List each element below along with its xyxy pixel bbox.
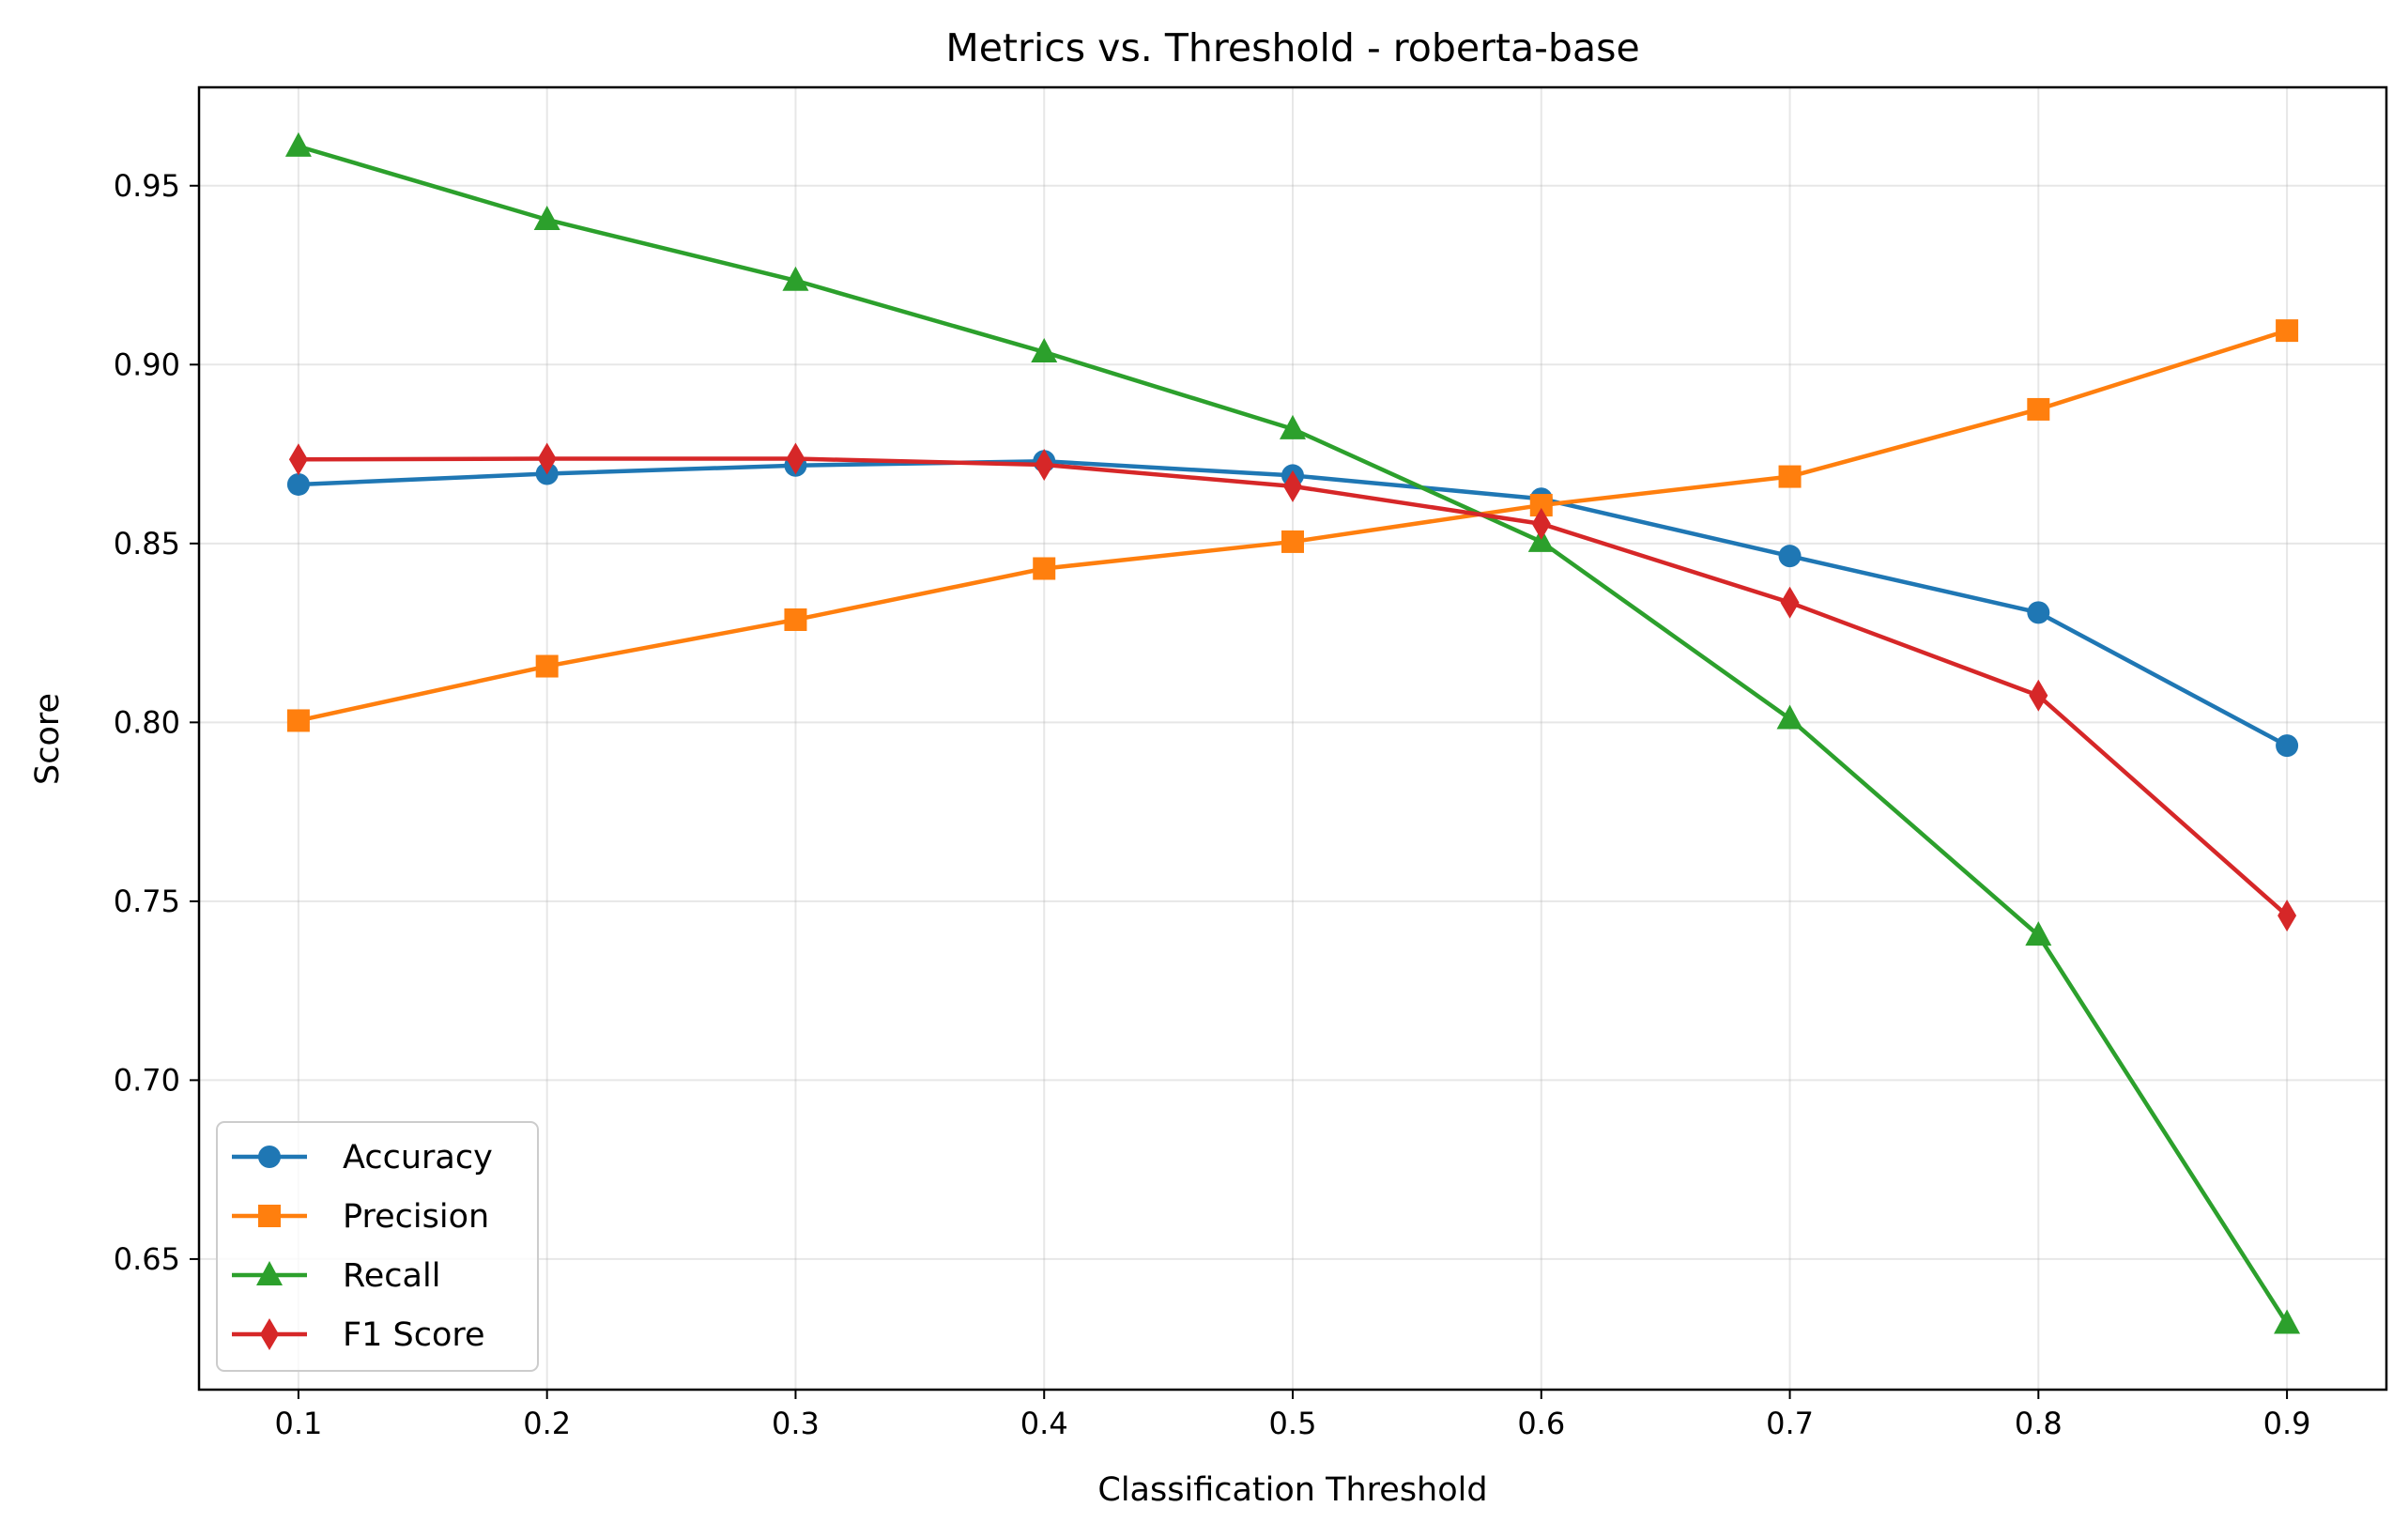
chart-title: Metrics vs. Threshold - roberta-base xyxy=(945,25,1639,70)
recall-point xyxy=(2274,1309,2301,1334)
y-tick-label: 0.90 xyxy=(114,346,180,382)
accuracy-point xyxy=(1778,545,1802,568)
legend-entry-f1-score: F1 Score xyxy=(232,1316,485,1354)
x-axis: 0.1 0.2 0.3 0.4 0.5 0.6 0.7 0.8 0.9 xyxy=(274,1390,2311,1441)
recall-point xyxy=(1527,527,1555,552)
series-precision xyxy=(286,319,2299,732)
x-tick-label: 0.5 xyxy=(1269,1406,1317,1441)
f1-score-point xyxy=(1035,449,1054,482)
y-tick-label: 0.70 xyxy=(114,1062,180,1098)
legend-marker-recall xyxy=(256,1261,283,1285)
legend-marker-accuracy xyxy=(258,1146,281,1168)
recall-point xyxy=(782,266,809,291)
recall-point xyxy=(2025,921,2052,946)
y-axis: 0.65 0.70 0.75 0.80 0.85 0.90 0.95 xyxy=(114,168,199,1277)
accuracy-point xyxy=(2027,601,2050,624)
legend: Accuracy Precision Recall F1 Score xyxy=(216,1121,539,1372)
y-tick-label: 0.85 xyxy=(114,526,180,561)
x-tick-label: 0.8 xyxy=(2015,1406,2063,1441)
precision-point xyxy=(1778,465,1802,488)
accuracy-point xyxy=(2276,734,2299,758)
f1-score-point xyxy=(786,442,805,475)
f1-score-point xyxy=(288,443,308,476)
x-tick-label: 0.6 xyxy=(1517,1406,1565,1441)
x-axis-label: Classification Threshold xyxy=(1097,1471,1487,1509)
accuracy-point xyxy=(286,472,310,496)
precision-point xyxy=(1281,530,1304,553)
f1-score-point xyxy=(1780,586,1800,619)
x-tick-label: 0.4 xyxy=(1020,1406,1068,1441)
legend-label-precision: Precision xyxy=(343,1198,489,1236)
legend-marker-f1-score xyxy=(260,1318,279,1350)
y-tick-label: 0.65 xyxy=(114,1241,180,1277)
legend-entry-accuracy: Accuracy xyxy=(232,1139,493,1177)
legend-label-recall: Recall xyxy=(343,1257,440,1295)
x-tick-label: 0.3 xyxy=(772,1406,820,1441)
f1-score-point xyxy=(2029,679,2048,712)
x-tick-label: 0.7 xyxy=(1766,1406,1814,1441)
legend-label-accuracy: Accuracy xyxy=(343,1139,493,1177)
f1-score-point xyxy=(2278,900,2297,932)
y-axis-label: Score xyxy=(29,693,67,785)
legend-entry-recall: Recall xyxy=(232,1257,440,1295)
recall-point xyxy=(1776,704,1803,730)
x-tick-label: 0.9 xyxy=(2263,1406,2311,1441)
y-tick-label: 0.75 xyxy=(114,884,180,919)
series-recall xyxy=(284,131,2301,1334)
precision-point xyxy=(1033,557,1056,580)
f1-score-point xyxy=(1283,469,1302,502)
series-f1-score xyxy=(288,442,2297,932)
recall-point xyxy=(1031,337,1058,362)
y-tick-label: 0.80 xyxy=(114,704,180,740)
precision-point xyxy=(535,654,559,678)
recall-point xyxy=(284,131,312,157)
legend-label-f1-score: F1 Score xyxy=(343,1316,485,1354)
x-tick-label: 0.1 xyxy=(274,1406,322,1441)
precision-point xyxy=(784,608,807,631)
x-tick-label: 0.2 xyxy=(523,1406,571,1441)
legend-entry-precision: Precision xyxy=(232,1198,489,1236)
precision-point xyxy=(286,709,310,732)
precision-point xyxy=(2027,397,2050,421)
f1-score-point xyxy=(537,442,557,475)
recall-point xyxy=(1280,414,1306,439)
f1-score-point xyxy=(1531,507,1551,540)
recall-point xyxy=(533,205,560,230)
y-tick-label: 0.95 xyxy=(114,168,180,204)
precision-point xyxy=(2276,319,2299,343)
series-layer xyxy=(284,131,2301,1334)
legend-box xyxy=(216,1121,539,1372)
legend-marker-precision xyxy=(258,1205,281,1227)
